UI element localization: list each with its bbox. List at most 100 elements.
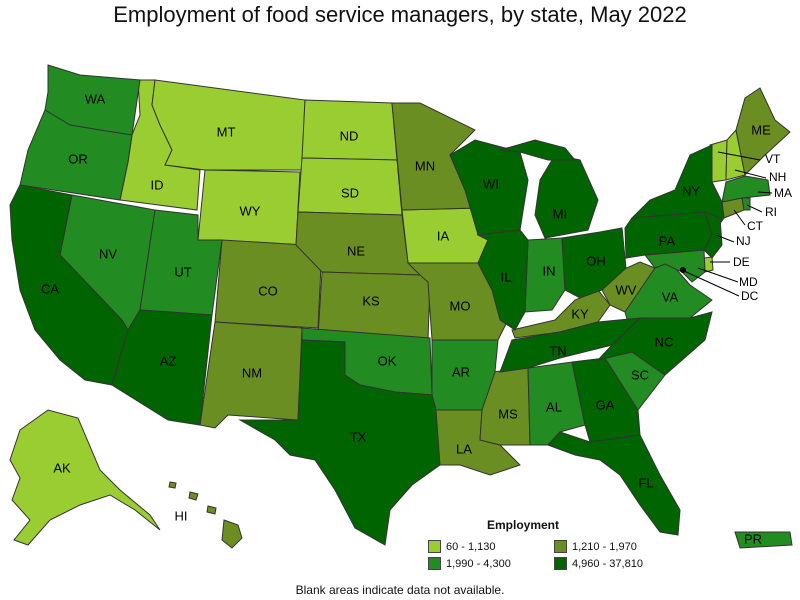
- map-legend: Employment 60 - 1,130 1,210 - 1,970 1,99…: [428, 518, 678, 570]
- label-il: IL: [501, 269, 512, 284]
- state-hi-big[interactable]: [221, 519, 243, 549]
- label-ut: UT: [174, 264, 191, 279]
- legend-item-3: 1,990 - 4,300: [428, 557, 554, 570]
- legend-title: Employment: [486, 518, 559, 532]
- label-pr: PR: [744, 531, 762, 546]
- label-nc: NC: [655, 334, 674, 349]
- label-al: AL: [546, 399, 562, 414]
- state-hi-maui[interactable]: [206, 505, 217, 515]
- state-or[interactable]: [19, 109, 133, 201]
- state-az[interactable]: [111, 309, 213, 426]
- legend-label-1: 60 - 1,130: [446, 540, 496, 553]
- label-mi: MI: [553, 206, 567, 221]
- ct-leader: [733, 209, 746, 226]
- map-title: Employment of food service managers, by …: [113, 2, 687, 27]
- label-ia: IA: [437, 228, 450, 243]
- label-fl: FL: [638, 475, 653, 490]
- nh-leader: [734, 169, 767, 179]
- label-sd: SD: [341, 185, 359, 200]
- label-nm: NM: [242, 365, 262, 380]
- label-wv: WV: [616, 282, 637, 297]
- label-nd: ND: [340, 128, 359, 143]
- label-tx: TX: [350, 429, 367, 444]
- state-fl[interactable]: [547, 431, 681, 536]
- state-hi-oahu[interactable]: [188, 491, 199, 501]
- state-mi-lower[interactable]: [534, 154, 599, 239]
- legend-label-2: 1,210 - 1,970: [572, 540, 637, 553]
- label-ca: CA: [41, 281, 59, 296]
- legend-label-3: 1,990 - 4,300: [446, 557, 511, 570]
- label-tn: TN: [549, 343, 566, 358]
- label-mn: MN: [415, 158, 435, 173]
- label-de: DE: [733, 255, 750, 269]
- label-id: ID: [151, 177, 164, 192]
- label-la: LA: [456, 441, 472, 456]
- legend-item-4: 4,960 - 37,810: [554, 557, 678, 570]
- nj-leader: [715, 234, 735, 243]
- label-va: VA: [662, 289, 679, 304]
- label-nh: NH: [769, 170, 786, 184]
- label-wy: WY: [240, 203, 261, 218]
- legend-swatch-dark-green: [554, 557, 567, 570]
- label-wi: WI: [483, 176, 499, 191]
- label-me: ME: [751, 122, 771, 137]
- label-sc: SC: [631, 367, 649, 382]
- label-ar: AR: [452, 364, 470, 379]
- label-mt: MT: [217, 124, 236, 139]
- state-ca[interactable]: [9, 184, 129, 386]
- label-nv: NV: [99, 246, 117, 261]
- state-ks[interactable]: [317, 271, 431, 341]
- label-ks: KS: [362, 293, 380, 308]
- legend-label-4: 4,960 - 37,810: [572, 557, 643, 570]
- dc-leader: [683, 270, 740, 297]
- state-wi[interactable]: [449, 139, 529, 236]
- state-oh[interactable]: [561, 227, 627, 299]
- label-co: CO: [258, 283, 278, 298]
- label-ri: RI: [765, 205, 777, 219]
- legend-item-2: 1,210 - 1,970: [554, 540, 678, 553]
- state-nj[interactable]: [703, 211, 723, 259]
- label-ok: OK: [378, 353, 397, 368]
- legend-swatch-olive: [554, 540, 567, 553]
- label-wa: WA: [85, 91, 106, 106]
- label-hi: HI: [175, 508, 188, 523]
- label-az: AZ: [160, 353, 177, 368]
- label-in: IN: [543, 263, 556, 278]
- label-ne: NE: [347, 243, 365, 258]
- md-leader: [697, 267, 739, 283]
- state-ri[interactable]: [741, 197, 751, 211]
- label-or: OR: [68, 151, 88, 166]
- legend-swatch-light-green: [428, 540, 441, 553]
- dc-marker[interactable]: [680, 267, 686, 273]
- label-ct: CT: [747, 219, 764, 233]
- label-md: MD: [739, 275, 758, 289]
- state-mi-upper[interactable]: [499, 139, 577, 161]
- vt-leader: [717, 151, 761, 161]
- label-ny: NY: [682, 183, 700, 198]
- state-il[interactable]: [476, 229, 529, 331]
- label-nj: NJ: [736, 234, 751, 248]
- label-mo: MO: [450, 298, 471, 313]
- state-me[interactable]: [735, 87, 791, 177]
- label-ak: AK: [53, 460, 71, 475]
- state-pr[interactable]: [734, 531, 793, 549]
- legend-item-1: 60 - 1,130: [428, 540, 554, 553]
- label-dc: DC: [741, 289, 759, 303]
- label-oh: OH: [586, 253, 606, 268]
- legend-swatch-green: [428, 557, 441, 570]
- state-hi-kauai[interactable]: [168, 481, 177, 489]
- label-ms: MS: [498, 406, 518, 421]
- label-ga: GA: [596, 397, 615, 412]
- ma-leader: [757, 191, 773, 194]
- label-pa: PA: [659, 233, 676, 248]
- footnote: Blank areas indicate data not available.: [295, 583, 505, 597]
- state-vt[interactable]: [709, 139, 728, 183]
- label-ma: MA: [774, 186, 792, 200]
- ri-leader: [746, 204, 763, 213]
- label-ky: KY: [571, 306, 589, 321]
- label-vt: VT: [765, 152, 781, 166]
- state-tx[interactable]: [238, 339, 441, 546]
- state-nc[interactable]: [596, 311, 713, 376]
- state-ak[interactable]: [9, 409, 161, 546]
